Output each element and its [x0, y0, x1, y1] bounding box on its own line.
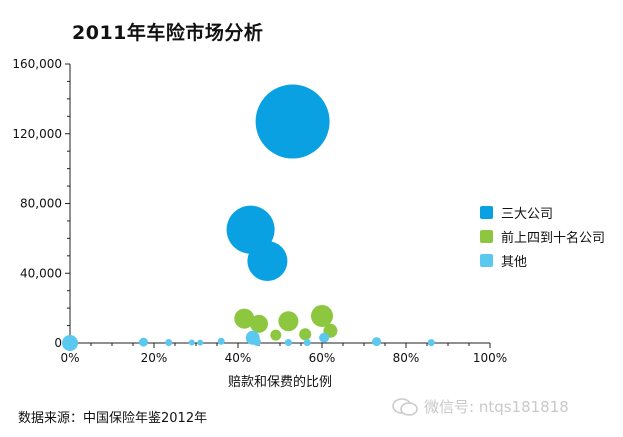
bubble-point	[303, 338, 311, 346]
bubble-point	[165, 338, 173, 346]
x-axis-title: 赔款和保费的比例	[228, 374, 332, 390]
wechat-watermark: 微信号: ntqs181818	[392, 396, 569, 417]
legend-swatch-big-three	[480, 205, 493, 219]
y-tick-label: 0	[54, 336, 62, 350]
wechat-icon	[392, 397, 418, 416]
bubble-point	[255, 84, 330, 159]
legend-swatch-others	[480, 253, 493, 267]
legend-item-top-4-10: 前上四到十名公司	[480, 224, 605, 248]
legend-label-top-4-10: 前上四到十名公司	[501, 230, 606, 246]
x-tick-label: 20%	[141, 351, 168, 365]
bubble-point	[197, 339, 204, 346]
x-tick-label: 60%	[309, 351, 336, 365]
legend-swatch-top-4-10	[480, 229, 493, 243]
x-tick-label: 80%	[393, 351, 420, 365]
bubble-point	[234, 308, 255, 329]
bubble-point	[217, 337, 225, 345]
watermark-text: 微信号: ntqs181818	[424, 398, 569, 416]
bubble-point	[188, 339, 195, 346]
bubble-point	[62, 335, 78, 351]
bubble-point	[270, 329, 282, 341]
y-tick-label: 160,000	[12, 57, 62, 71]
data-source-note: 数据来源：中国保险年鉴2012年	[18, 411, 208, 426]
x-tick-label: 100%	[473, 351, 507, 365]
bubble-point	[427, 339, 435, 347]
chart-legend: 三大公司 前上四到十名公司 其他	[480, 200, 605, 272]
bubble-point	[139, 337, 148, 347]
bubble-point	[319, 332, 330, 343]
legend-item-big-three: 三大公司	[480, 200, 605, 224]
chart-title: 2011年车险市场分析	[72, 22, 264, 44]
legend-label-big-three: 三大公司	[501, 206, 554, 222]
bubble-point	[252, 337, 261, 346]
y-tick-label: 40,000	[20, 266, 62, 280]
bubble-point	[299, 328, 312, 341]
bubble-point	[284, 338, 292, 346]
x-tick-label: 40%	[225, 351, 252, 365]
x-tick-label: 0%	[60, 351, 79, 365]
legend-item-others: 其他	[480, 248, 605, 272]
bubble-point	[311, 304, 333, 327]
bubble-point	[250, 314, 268, 333]
legend-label-others: 其他	[501, 254, 528, 270]
bubble-point	[278, 311, 299, 332]
y-tick-label: 80,000	[20, 197, 62, 211]
bubble-point	[372, 337, 382, 347]
bubble-point	[247, 241, 288, 282]
y-tick-label: 120,000	[12, 127, 62, 141]
